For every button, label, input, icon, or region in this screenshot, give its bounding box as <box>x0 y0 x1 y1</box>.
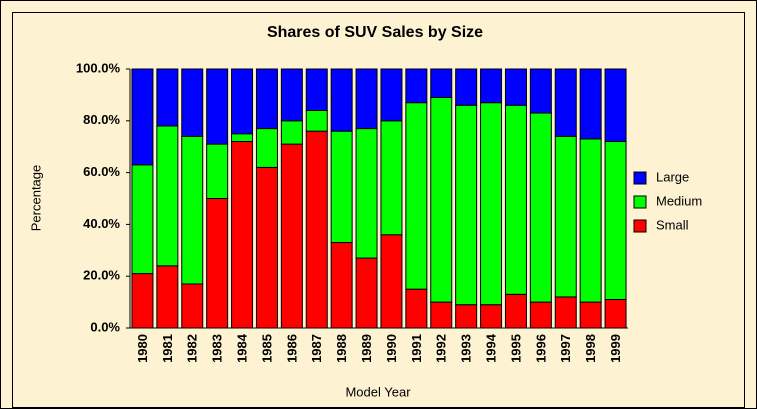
y-tick-label: 0.0% <box>90 319 120 334</box>
bar-segment <box>131 273 154 329</box>
x-tick-label: 1992 <box>434 334 449 363</box>
y-tick-label: 20.0% <box>83 268 120 283</box>
bar-segment <box>405 68 428 104</box>
bar-segment <box>330 68 353 132</box>
x-tick-label: 1999 <box>608 334 623 363</box>
bar-segment <box>231 141 254 329</box>
bar-segment <box>305 130 328 329</box>
x-axis-title: Model Year <box>345 384 411 399</box>
y-tick-label: 80.0% <box>83 112 120 127</box>
bar-segment <box>305 68 328 111</box>
bar-segment <box>554 296 577 329</box>
bar-segment <box>405 102 428 290</box>
x-tick-label: 1983 <box>210 334 225 363</box>
bar-segment <box>380 120 403 236</box>
bar-segment <box>181 135 204 285</box>
bar-segment <box>181 283 204 329</box>
x-tick-label: 1982 <box>185 334 200 363</box>
bar-segment <box>280 143 303 329</box>
x-tick-label: 1988 <box>334 334 349 363</box>
y-tick-label: 60.0% <box>83 164 120 179</box>
legend-swatch <box>633 219 647 233</box>
bar-segment <box>305 109 328 132</box>
bar-segment <box>231 68 254 135</box>
bar-segment <box>480 68 503 104</box>
chart-frame <box>12 12 745 408</box>
bar-segment <box>330 242 353 329</box>
bar-segment <box>504 293 527 329</box>
x-tick-label: 1993 <box>459 334 474 363</box>
bar-segment <box>579 68 602 140</box>
bar-segment <box>455 104 478 306</box>
bar-segment <box>255 166 278 329</box>
chart-title: Shares of SUV Sales by Size <box>267 24 483 41</box>
bar-segment <box>579 138 602 303</box>
bar-segment <box>131 164 154 275</box>
x-tick-label: 1991 <box>409 334 424 363</box>
bar-segment <box>529 68 552 114</box>
y-tick-label: 40.0% <box>83 216 120 231</box>
y-tick-label: 100.0% <box>76 60 121 75</box>
bar-segment <box>355 68 378 130</box>
bar-segment <box>156 265 179 329</box>
bar-segment <box>206 143 229 199</box>
bar-segment <box>604 299 627 329</box>
bar-segment <box>355 257 378 329</box>
bar-segment <box>604 68 627 143</box>
bar-segment <box>529 301 552 329</box>
bar-segment <box>430 96 453 303</box>
bar-segment <box>380 68 403 122</box>
bar-segment <box>480 102 503 306</box>
bar-segment <box>504 68 527 106</box>
bar-segment <box>604 141 627 301</box>
x-tick-label: 1997 <box>558 334 573 363</box>
bar-segment <box>405 288 428 329</box>
bar-segment <box>554 68 577 137</box>
x-tick-label: 1980 <box>135 334 150 363</box>
x-tick-label: 1986 <box>284 334 299 363</box>
bar-segment <box>131 68 154 166</box>
x-tick-label: 1990 <box>384 334 399 363</box>
y-axis-title: Percentage <box>28 165 43 232</box>
bar-segment <box>206 198 229 329</box>
legend-swatch <box>633 195 647 209</box>
bar-segment <box>330 130 353 244</box>
bar-segment <box>231 133 254 143</box>
legend-label: Medium <box>656 193 702 208</box>
bar-segment <box>181 68 204 137</box>
bar-segment <box>255 68 278 130</box>
bar-segment <box>579 301 602 329</box>
x-tick-label: 1996 <box>533 334 548 363</box>
x-tick-label: 1989 <box>359 334 374 363</box>
x-tick-label: 1984 <box>234 333 249 363</box>
bar-segment <box>355 128 378 259</box>
legend-label: Large <box>656 169 689 184</box>
x-tick-label: 1998 <box>583 334 598 363</box>
bar-segment <box>156 68 179 127</box>
bar-segment <box>280 120 303 145</box>
bar-segment <box>529 112 552 303</box>
bar-segment <box>280 68 303 122</box>
x-tick-label: 1994 <box>483 333 498 363</box>
x-tick-label: 1995 <box>508 334 523 363</box>
bar-segment <box>504 104 527 295</box>
bar-segment <box>380 234 403 329</box>
x-tick-label: 1985 <box>259 334 274 363</box>
bar-segment <box>455 304 478 329</box>
x-tick-label: 1981 <box>160 334 175 363</box>
bar-segment <box>455 68 478 106</box>
x-tick-label: 1987 <box>309 334 324 363</box>
bar-segment <box>430 301 453 329</box>
bar-segment <box>430 68 453 98</box>
bar-segment <box>255 128 278 168</box>
bar-segment <box>206 68 229 145</box>
bar-segment <box>156 125 179 267</box>
bar-segment <box>554 135 577 298</box>
legend-label: Small <box>656 217 689 232</box>
legend-swatch <box>633 171 647 185</box>
bar-segment <box>480 304 503 329</box>
